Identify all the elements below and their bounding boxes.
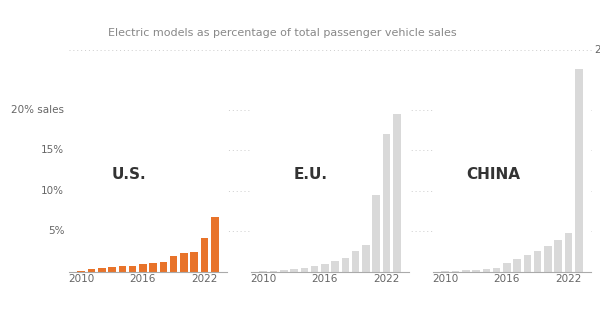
Bar: [565, 233, 572, 272]
Text: 10%: 10%: [41, 186, 64, 196]
Bar: [482, 269, 490, 272]
Bar: [341, 258, 349, 272]
Bar: [352, 251, 359, 272]
Bar: [160, 262, 167, 272]
Bar: [270, 271, 277, 272]
Bar: [88, 269, 95, 272]
Bar: [383, 134, 390, 272]
Bar: [311, 266, 319, 272]
Bar: [524, 255, 531, 272]
Bar: [321, 263, 329, 272]
Text: U.S.: U.S.: [112, 167, 146, 182]
Bar: [362, 245, 370, 272]
Bar: [373, 195, 380, 272]
Bar: [393, 114, 401, 272]
Bar: [503, 263, 511, 272]
Bar: [544, 246, 552, 272]
Bar: [211, 217, 218, 272]
Bar: [98, 268, 106, 272]
Text: 15%: 15%: [41, 145, 64, 155]
Bar: [331, 261, 339, 272]
Text: 20% sales: 20% sales: [11, 105, 64, 115]
Bar: [129, 266, 136, 272]
Bar: [493, 268, 500, 272]
Bar: [462, 270, 470, 272]
Bar: [200, 238, 208, 272]
Bar: [452, 271, 460, 272]
Bar: [554, 240, 562, 272]
Text: CHINA: CHINA: [466, 167, 520, 182]
Bar: [513, 259, 521, 272]
Bar: [472, 270, 480, 272]
Bar: [139, 264, 147, 272]
Bar: [108, 267, 116, 272]
Text: 25%: 25%: [594, 45, 600, 55]
Bar: [77, 271, 85, 272]
Bar: [180, 253, 188, 272]
Bar: [301, 268, 308, 272]
Bar: [280, 270, 287, 272]
Bar: [534, 251, 541, 272]
Bar: [190, 252, 198, 272]
Bar: [119, 266, 126, 272]
Bar: [170, 256, 178, 272]
Bar: [575, 65, 583, 272]
Bar: [259, 271, 267, 272]
Bar: [149, 263, 157, 272]
Text: 5%: 5%: [48, 226, 64, 236]
Bar: [290, 269, 298, 272]
Text: Electric models as percentage of total passenger vehicle sales: Electric models as percentage of total p…: [107, 28, 457, 38]
Text: E.U.: E.U.: [294, 167, 328, 182]
Bar: [442, 271, 449, 272]
